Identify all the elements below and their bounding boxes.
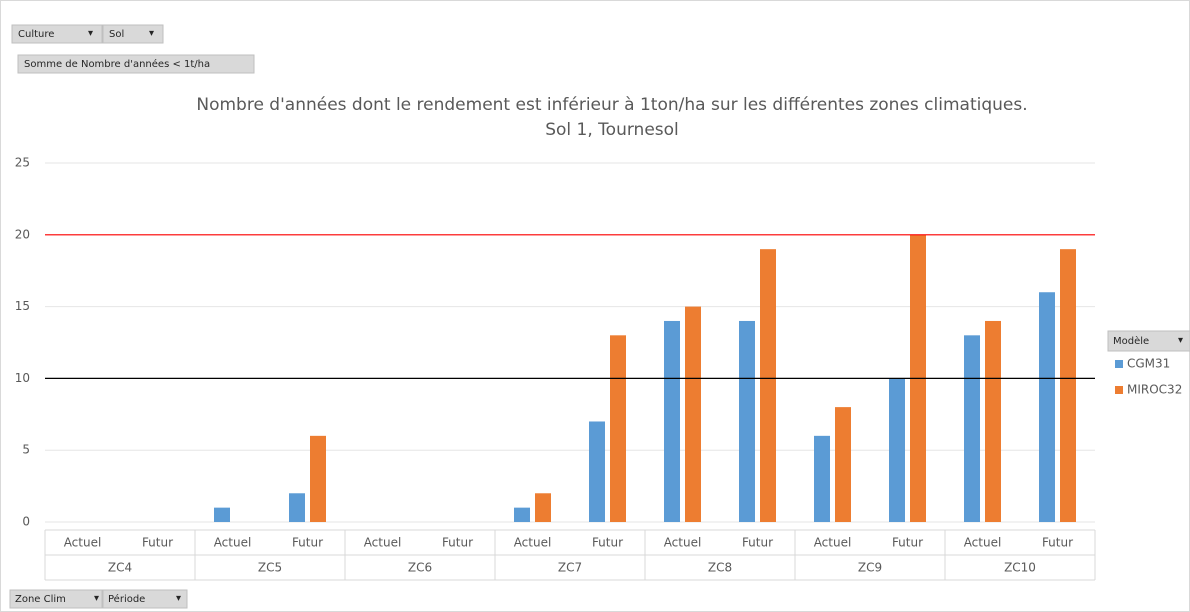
bar [535, 493, 551, 522]
axis-field-zone[interactable]: Zone Clim ▾ [9, 589, 103, 609]
y-tick-label: 20 [15, 227, 30, 241]
x-tick-label: Actuel [214, 536, 252, 550]
filter-culture[interactable]: Culture ▾ [11, 24, 103, 44]
legend-field[interactable]: Modèle ▾ [1107, 330, 1190, 352]
x-tick-label: Futur [292, 536, 323, 550]
group-label: ZC5 [258, 561, 282, 575]
bar [889, 378, 905, 522]
bar [985, 320, 1001, 522]
bar [514, 507, 530, 522]
legend-swatch [1115, 386, 1123, 394]
bar [814, 435, 830, 522]
filter-sol[interactable]: Sol ▾ [102, 24, 164, 44]
group-label: ZC10 [1004, 561, 1036, 575]
value-field[interactable]: Somme de Nombre d'années < 1t/ha [17, 54, 255, 74]
y-tick-label: 25 [15, 156, 30, 170]
x-tick-label: Actuel [964, 536, 1002, 550]
y-tick-label: 15 [15, 299, 30, 313]
group-label: ZC6 [408, 561, 432, 575]
value-field-label: Somme de Nombre d'années < 1t/ha [24, 58, 210, 70]
bar [664, 320, 680, 522]
legend-icon: ▾ [1178, 335, 1183, 346]
axis-field-icon: ▾ [176, 593, 181, 604]
group-label: ZC9 [858, 561, 882, 575]
bar [214, 507, 230, 522]
axis-field-label: Zone Clim [15, 594, 66, 605]
axis-field-icon: ▾ [94, 593, 99, 604]
x-tick-label: Actuel [664, 536, 702, 550]
filter-icon: ▾ [149, 28, 154, 39]
group-label: ZC7 [558, 561, 582, 575]
legend-label: MIROC32 [1127, 383, 1182, 397]
bar [289, 493, 305, 522]
group-label: ZC4 [108, 561, 132, 575]
bar [1060, 249, 1076, 522]
legend-label: CGM31 [1127, 357, 1170, 371]
bar [739, 320, 755, 522]
y-tick-label: 5 [22, 443, 30, 457]
x-tick-label: Actuel [64, 536, 102, 550]
group-label: ZC8 [708, 561, 732, 575]
legend-swatch [1115, 360, 1123, 368]
x-tick-label: Actuel [514, 536, 552, 550]
x-tick-label: Futur [442, 536, 473, 550]
x-tick-label: Actuel [364, 536, 402, 550]
x-tick-label: Futur [892, 536, 923, 550]
axis-field-label: Période [108, 593, 145, 605]
filter-label: Culture [18, 29, 54, 40]
bar [835, 407, 851, 522]
x-tick-label: Actuel [814, 536, 852, 550]
legend-title: Modèle [1113, 335, 1149, 347]
filter-icon: ▾ [88, 28, 93, 39]
bar [685, 306, 701, 522]
bar [589, 421, 605, 522]
x-tick-label: Futur [742, 536, 773, 550]
filter-label: Sol [109, 29, 124, 40]
chart-subtitle: Sol 1, Tournesol [545, 120, 679, 140]
axis-field-periode[interactable]: Période ▾ [102, 589, 188, 609]
y-tick-label: 10 [15, 371, 30, 385]
bar [964, 335, 980, 522]
x-tick-label: Futur [592, 536, 623, 550]
x-tick-label: Futur [142, 536, 173, 550]
x-tick-label: Futur [1042, 536, 1073, 550]
chart-title: Nombre d'années dont le rendement est in… [196, 95, 1027, 115]
bar [760, 249, 776, 522]
y-tick-label: 0 [22, 515, 30, 529]
bar [310, 435, 326, 522]
bar [1039, 292, 1055, 522]
bar [610, 335, 626, 522]
